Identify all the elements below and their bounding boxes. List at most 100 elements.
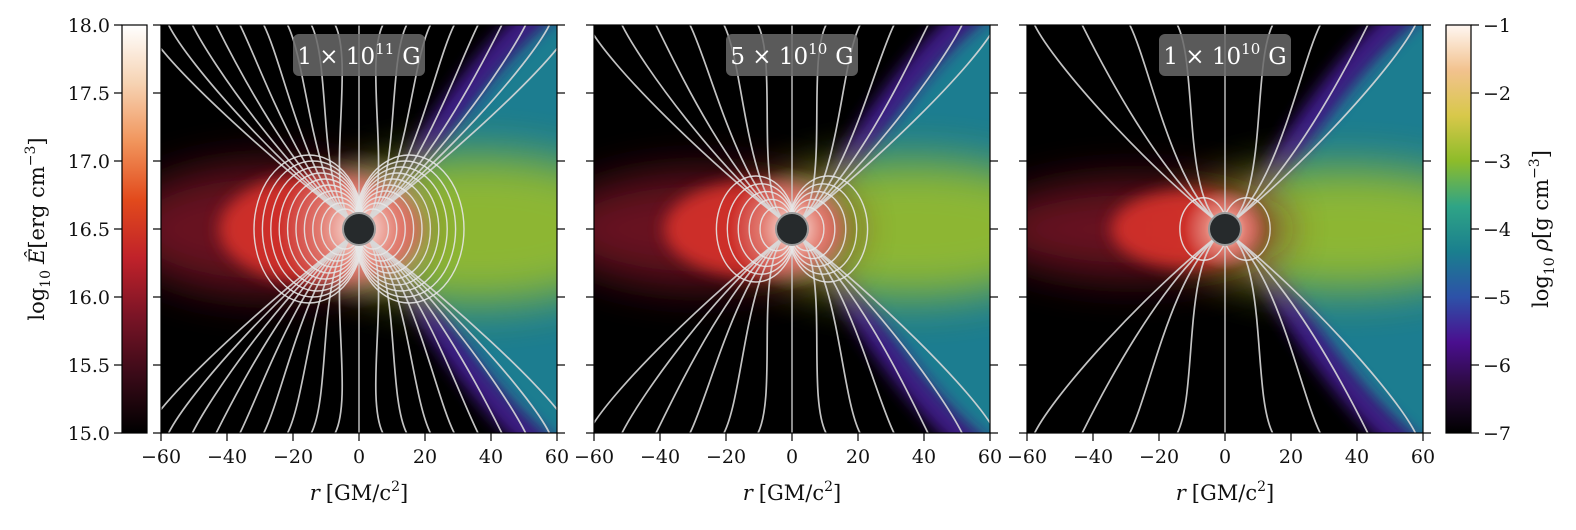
panel-3: 1 × 1010 G −60 −40 −20 0 20 40 60 r [GM/c2] (1007, 24, 1435, 505)
x-axis-label: r [GM/c2] (743, 479, 841, 505)
x-tick-label: −20 (1139, 446, 1179, 468)
colorbar-tick-label: 16.5 (68, 219, 110, 241)
x-tick-label: 20 (413, 446, 437, 468)
field-line (1230, 234, 1417, 433)
field-line (310, 234, 354, 433)
field-line (364, 234, 551, 433)
x-tick-label: 60 (978, 446, 1002, 468)
left-colorbar: 15.0 15.5 16.0 16.5 17.0 17.5 18.0 log10Ê[erg … (23, 15, 148, 445)
field-line (364, 234, 503, 433)
left-colorbar-label: log10Ê[erg cm−3] (23, 137, 54, 320)
field-line (1176, 234, 1220, 433)
x-axis-label: r [GM/c2] (1176, 479, 1274, 505)
field-line (1230, 25, 1417, 224)
colorbar-tick-label: −5 (1483, 287, 1511, 309)
x-tick-label: 20 (1279, 446, 1303, 468)
field-line (239, 25, 354, 224)
x-tick-label: −40 (1073, 446, 1113, 468)
x-tick-label: −60 (1007, 446, 1047, 468)
field-line (797, 25, 963, 224)
field-line (655, 25, 787, 224)
field-line (797, 25, 929, 224)
field-line (797, 33, 990, 224)
colorbar-tick-label: −3 (1483, 151, 1511, 173)
x-tick-label: 20 (846, 446, 870, 468)
field-line (364, 234, 479, 433)
panel-1: 1 × 1011 G −60 −40 −20 0 20 40 60 r [GM/c2] (141, 24, 569, 505)
colorbar-tick-label: 15.0 (68, 423, 110, 445)
colorbar-tick-label: 16.0 (68, 287, 110, 309)
field-line (1081, 234, 1220, 433)
field-line (655, 234, 787, 433)
field-line (689, 25, 787, 224)
colorbar-tick-label: −2 (1483, 83, 1511, 105)
colorbar-tick-label: 15.5 (68, 355, 110, 377)
field-line (364, 25, 503, 224)
field-line (1081, 25, 1220, 224)
field-line (239, 234, 354, 433)
panels: 1 × 1011 G−60 −40 −20 0 20 40 60r [GM/c2]5 × 101… (141, 24, 1435, 505)
field-line (797, 234, 990, 425)
field-line (723, 234, 787, 433)
x-tick-label: 0 (786, 446, 798, 468)
field-line (167, 234, 354, 433)
black-hole (775, 212, 809, 246)
field-line (263, 234, 354, 433)
field-line (797, 234, 861, 433)
right-colorbar-gradient (1445, 24, 1472, 434)
colorbar-tick-label: −7 (1483, 423, 1511, 445)
x-axis-label: r [GM/c2] (310, 479, 408, 505)
x-tick-label: −40 (207, 446, 247, 468)
field-line (797, 234, 929, 433)
x-tick-label: −20 (273, 446, 313, 468)
field-line (1230, 234, 1321, 433)
field-line (215, 234, 354, 433)
x-tick-label: −60 (574, 446, 614, 468)
field-strength-badge (726, 34, 858, 76)
colorbar-tick-label: −6 (1483, 355, 1511, 377)
field-line (364, 25, 479, 224)
field-line (1230, 25, 1321, 224)
x-tick-label: 40 (479, 446, 503, 468)
field-strength-label: 1 × 1010 G (1163, 40, 1286, 70)
field-strength-badge (1159, 34, 1291, 76)
field-line (286, 234, 354, 433)
field-line (364, 234, 455, 433)
field-line (263, 25, 354, 224)
field-line (167, 25, 354, 224)
field-line (594, 234, 787, 425)
field-line (364, 25, 455, 224)
field-line (797, 234, 895, 433)
field-line (1129, 25, 1220, 224)
field-line (364, 234, 527, 433)
panel-2: 5 × 1010 G −60 −40 −20 0 20 40 60 r [GM/c2] (574, 24, 1002, 505)
x-tick-label: −60 (141, 446, 181, 468)
black-hole (342, 212, 376, 246)
field-line (621, 234, 787, 433)
colorbar-tick-label: 17.0 (68, 151, 110, 173)
x-tick-label: 0 (1219, 446, 1231, 468)
right-colorbar-ticks: −7 −6 −5 −4 −3 −2 −1 (1471, 15, 1511, 445)
field-line (1230, 234, 1274, 433)
field-line (797, 234, 963, 433)
field-line (364, 25, 551, 224)
colorbar-tick-label: 18.0 (68, 15, 110, 37)
x-tick-label: −40 (640, 446, 680, 468)
field-line (191, 25, 354, 224)
black-hole (1208, 212, 1242, 246)
left-colorbar-ticks: 15.0 15.5 16.0 16.5 17.0 17.5 18.0 (68, 15, 122, 445)
field-line (161, 234, 354, 411)
x-tick-label: 60 (1411, 446, 1435, 468)
field-line (161, 47, 354, 224)
x-tick-label: 60 (545, 446, 569, 468)
x-tick-label: 40 (912, 446, 936, 468)
field-line (1129, 234, 1220, 433)
field-line (215, 25, 354, 224)
field-line (1033, 234, 1220, 433)
field-line (594, 33, 787, 224)
field-line (1033, 25, 1220, 224)
right-colorbar-label: log10ρ[g cm−3] (1527, 150, 1558, 308)
field-line (364, 25, 527, 224)
left-colorbar-gradient (121, 24, 148, 434)
